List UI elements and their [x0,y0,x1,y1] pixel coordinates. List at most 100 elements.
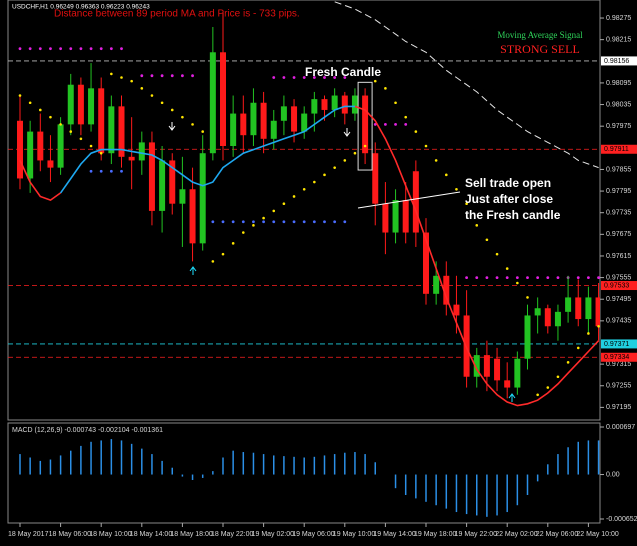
x-tick-label: 22 May 06:00 [536,531,579,538]
candle-body [189,189,196,244]
y-tick-label: 0.98215 [606,37,631,44]
sar-dot [160,101,164,105]
candle-body [57,124,64,168]
candle-body [453,304,460,316]
candle-body [67,84,74,125]
sar-dot [262,216,265,220]
sar-dot [343,159,347,162]
sar-dot [221,252,225,256]
level-box [601,281,637,291]
arrows [168,122,351,137]
sar-dot [201,130,204,133]
candle-body [311,99,318,114]
level-dot [343,76,347,79]
sar-dot [191,123,194,126]
sar-dot [597,324,600,328]
candle-body [169,160,176,204]
candle-body [331,95,338,110]
level-dot [120,47,123,51]
x-tick-label: 18 May 22:00 [211,531,254,538]
down-arrow [168,122,176,131]
y-tick-label: 0.97195 [606,404,631,411]
level-box [601,56,637,66]
candle-body [565,297,572,312]
annotation: Just after close [465,192,553,206]
sar-dot [150,94,154,97]
level-dot [69,47,73,51]
sar-dot [333,166,336,169]
level-dot [475,276,479,279]
level-dot [49,47,52,51]
level-dot [38,47,42,51]
candle-body [362,95,369,154]
signal-title: Moving Average Signal [497,30,583,40]
candle-body [209,52,216,154]
sar-dot [323,173,326,177]
y-tick-label: 0.97495 [606,296,631,303]
level-dot [79,47,83,51]
candle-body [118,106,125,157]
sar-dot [130,79,133,83]
candle-body [37,131,44,161]
candle-body [230,113,237,147]
level-dot [89,169,93,173]
level-dot [99,169,103,173]
sar-dot [434,159,438,162]
y-tick-label: 0.97315 [606,361,631,368]
candle-body [250,102,257,136]
level-dot [28,47,32,51]
y-tick-label: 0.97795 [606,188,631,195]
macd-plot: MACD (12,26,9) -0.000743 -0.002104 -0.00… [12,424,637,523]
x-tick-label: 19 May 14:00 [373,531,416,538]
x-tick-label: 18 May 18:00 [170,531,213,538]
candle-body [524,315,531,359]
sar-dot [394,101,397,105]
level-dot [505,276,509,279]
up-arrow [508,393,516,402]
candle-body [534,308,541,316]
level-dot [333,76,337,79]
level-dot [252,220,255,224]
sar-dot [445,173,448,177]
level-dot [333,220,337,224]
x-tick-label: 19 May 06:00 [292,531,335,538]
level-dot [120,169,123,173]
sar-dot [536,393,539,397]
x-tick-label: 18 May 10:00 [89,531,132,538]
down-arrow [343,128,351,137]
candle-body [280,106,287,121]
sar-dot [59,123,62,126]
level-dot [495,276,499,279]
macd-tick-label: 0.000697 [606,424,635,431]
candle-body [392,200,399,233]
sar-dot [18,94,22,97]
level-dot [587,276,590,279]
level-dot [272,76,276,79]
level-dot [18,47,22,51]
level-dot [323,76,326,79]
level-box [601,352,637,362]
sar-dot [587,332,590,335]
candle-body [301,113,308,132]
level-dot [140,74,144,78]
x-tick-label: 18 May 06:00 [49,531,92,538]
level-dot [556,276,560,279]
level-dot [515,276,519,279]
sar-dot [231,242,235,245]
candle-body [270,120,277,139]
distance-text: Distance between 89 period MA and Price … [54,9,300,20]
level-dot [302,76,306,79]
sar-dot [516,281,519,285]
fresh-candle-box [357,81,373,171]
level-box [601,144,637,154]
level-label: 0.97371 [604,341,629,348]
sar-dot [556,375,560,379]
candle-body [423,232,429,294]
sar-dot [373,79,377,83]
sar-dot [211,260,215,263]
candle-body [433,275,440,294]
axes: 0.98275 0.98215 0.98095 0.98035 0.97975 0.978… [8,15,637,538]
candle-body [27,131,34,179]
x-tick-label: 19 May 22:00 [455,531,498,538]
